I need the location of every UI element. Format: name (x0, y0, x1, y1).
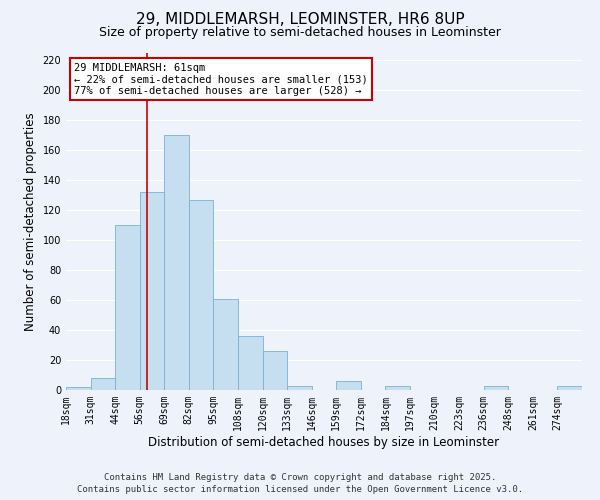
Y-axis label: Number of semi-detached properties: Number of semi-detached properties (24, 112, 37, 330)
Text: Size of property relative to semi-detached houses in Leominster: Size of property relative to semi-detach… (99, 26, 501, 39)
Bar (91, 378, 115, 390)
Bar (385, 386, 410, 390)
Bar (115, 225, 140, 390)
Bar (164, 135, 189, 390)
Bar (557, 386, 582, 390)
Bar (484, 386, 508, 390)
X-axis label: Distribution of semi-detached houses by size in Leominster: Distribution of semi-detached houses by … (148, 436, 500, 448)
Bar (189, 200, 214, 390)
Text: Contains HM Land Registry data © Crown copyright and database right 2025.
Contai: Contains HM Land Registry data © Crown c… (77, 472, 523, 494)
Bar (140, 192, 164, 390)
Bar (214, 298, 238, 390)
Text: 29, MIDDLEMARSH, LEOMINSTER, HR6 8UP: 29, MIDDLEMARSH, LEOMINSTER, HR6 8UP (136, 12, 464, 28)
Bar (287, 386, 312, 390)
Bar (66, 387, 91, 390)
Bar (238, 336, 263, 390)
Text: 29 MIDDLEMARSH: 61sqm
← 22% of semi-detached houses are smaller (153)
77% of sem: 29 MIDDLEMARSH: 61sqm ← 22% of semi-deta… (74, 62, 367, 96)
Bar (336, 381, 361, 390)
Bar (263, 351, 287, 390)
